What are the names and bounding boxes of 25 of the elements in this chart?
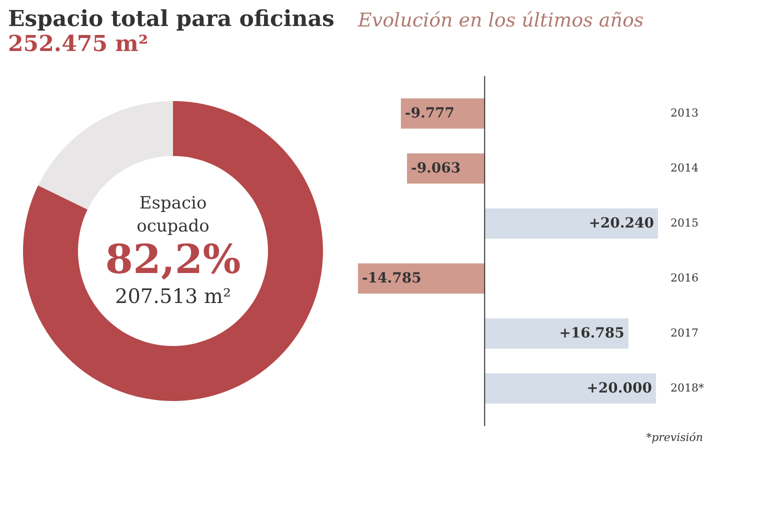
data-label: -9.777 <box>404 106 455 122</box>
y-tick-label: 2013 <box>670 106 698 120</box>
bar <box>484 318 628 349</box>
data-label: -14.785 <box>362 270 422 286</box>
bar <box>400 98 485 129</box>
slice-label: Espacio ocupado <box>136 194 210 236</box>
data-label: -9.063 <box>411 160 461 176</box>
bar <box>358 263 485 294</box>
donut-slice <box>23 101 323 401</box>
bar <box>484 208 658 239</box>
data-label: 82,2% <box>105 236 241 283</box>
y-tick-label: 2018* <box>670 382 704 394</box>
text: *previsión <box>646 431 703 444</box>
data-label: +16.785 <box>559 326 624 342</box>
data-label: +20.240 <box>588 216 654 232</box>
chart-title: Espacio total para oficinas <box>8 6 334 32</box>
y-tick-label: 2016 <box>670 272 698 284</box>
chart-title: Evolución en los últimos años <box>357 10 644 32</box>
chart-subtitle: 252.475 m² <box>8 31 148 57</box>
bar <box>484 373 656 404</box>
y-tick-label: 2014 <box>670 162 698 174</box>
y-tick-label: 2017 <box>670 326 698 340</box>
text: 207.513 m² <box>114 284 232 308</box>
data-label: +20.000 <box>586 380 652 396</box>
y-tick-label: 2015 <box>670 216 698 230</box>
